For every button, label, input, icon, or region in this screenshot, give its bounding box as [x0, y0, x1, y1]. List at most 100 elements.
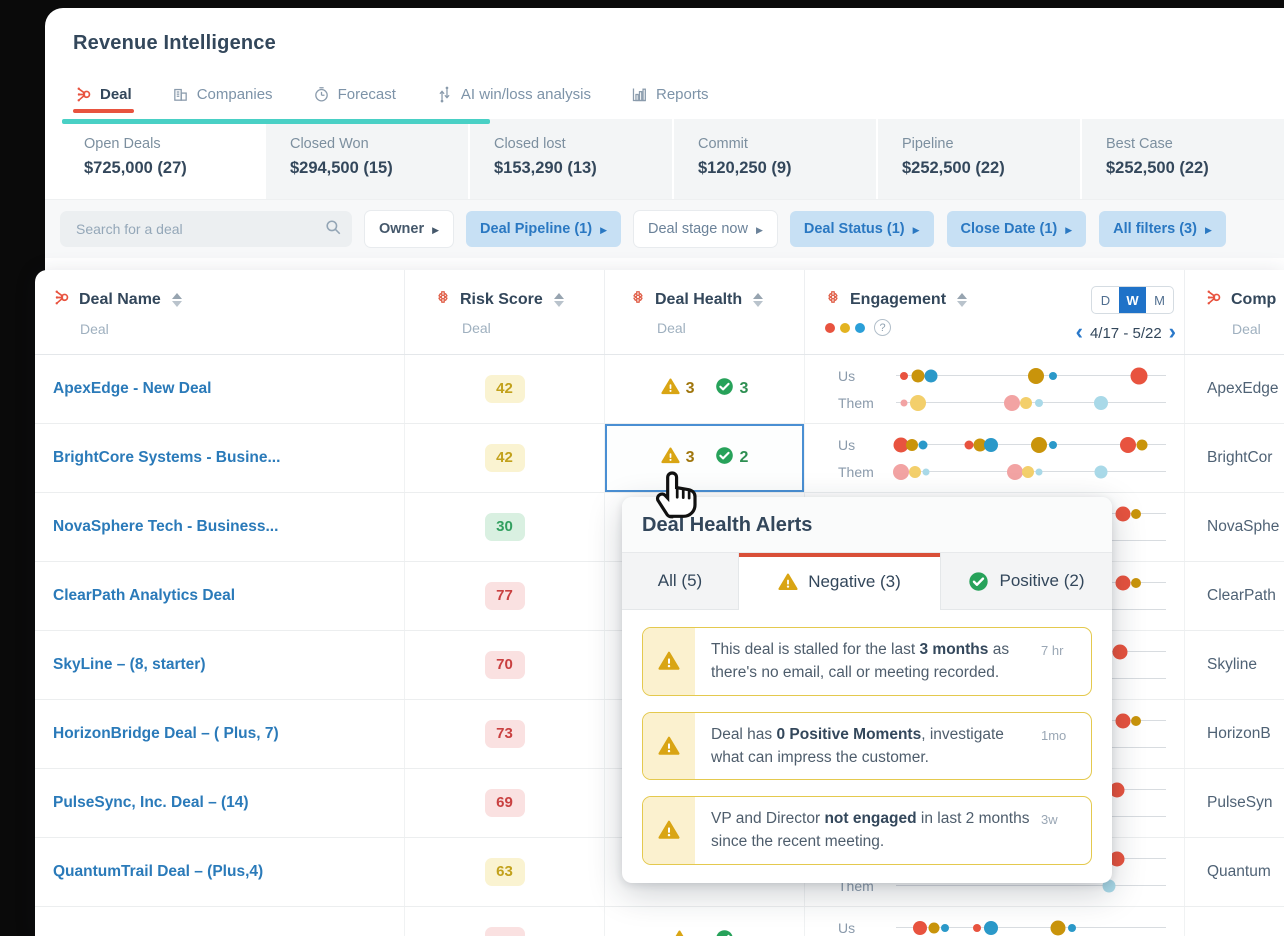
- nav-tab-companies[interactable]: Companies: [172, 86, 273, 117]
- company-cell: PulseSyn: [1185, 769, 1284, 837]
- engagement-line-us: Us: [805, 436, 1184, 454]
- negative-alerts: 3: [660, 377, 695, 401]
- engagement-dot: [900, 399, 908, 406]
- alert-text-segment: in last 2 months since the recent meetin…: [711, 810, 1030, 851]
- card-label: Commit: [697, 136, 748, 152]
- sort-deal-health[interactable]: [753, 292, 764, 307]
- filter-button-label: Deal stage now: [647, 221, 748, 237]
- alert-text-segment: Deal has: [711, 725, 777, 743]
- deal-name-cell: QuantumTrail Deal – (Plus,4): [35, 838, 405, 906]
- summary-card-pipeline[interactable]: Pipeline $252,500 (22): [875, 119, 1080, 199]
- filter-button-deal-pipeline-1-[interactable]: Deal Pipeline (1) ▶: [466, 211, 621, 247]
- risk-score-badge: 73: [484, 720, 525, 748]
- deal-search[interactable]: [60, 211, 352, 247]
- risk-score-cell: 77: [405, 562, 605, 630]
- alert-card[interactable]: Deal has 0 Positive Moments, investigate…: [642, 711, 1092, 780]
- nav-tab-forecast[interactable]: Forecast: [313, 86, 396, 117]
- chevron-right-icon: ▶: [432, 224, 440, 235]
- alert-message: This deal is stalled for the last 3 mont…: [711, 638, 1035, 685]
- deal-name-cell: ClearPath Analytics Deal: [35, 562, 405, 630]
- popup-tab-all-5-[interactable]: All (5): [622, 553, 739, 610]
- alert-text-bold: 3 months: [919, 641, 989, 658]
- summary-card-open-deals[interactable]: Open Deals $725,000 (27): [60, 119, 264, 199]
- nav-tab-reports[interactable]: Reports: [631, 86, 709, 117]
- deal-name-link[interactable]: PulseSync, Inc. Deal – (14): [53, 794, 249, 811]
- deal-name-link[interactable]: NovaSphere Tech - Business...: [53, 518, 279, 535]
- deal-name-link[interactable]: ApexEdge - New Deal: [53, 380, 212, 397]
- deal-health-cell[interactable]: [605, 907, 805, 936]
- prev-period-chevron-icon[interactable]: ‹: [1075, 319, 1083, 344]
- engagement-timeline: [893, 436, 1166, 453]
- engagement-dot: [1115, 575, 1131, 590]
- engagement-timeline: [896, 367, 1166, 384]
- engagement-dot: [906, 438, 919, 451]
- column-subtitle: Deal: [462, 320, 491, 336]
- sort-engagement[interactable]: [957, 292, 968, 307]
- deal-name-link[interactable]: QuantumTrail Deal – (Plus,4): [53, 863, 264, 880]
- hubspot-sprocket-icon: [53, 289, 70, 311]
- filter-button-close-date-1-[interactable]: Close Date (1) ▶: [946, 211, 1087, 247]
- legend-dot-0: [825, 322, 835, 333]
- nav-tab-ai-win-loss-analysis[interactable]: AI win/loss analysis: [436, 86, 591, 117]
- popup-tab-negative-3-[interactable]: Negative (3): [739, 553, 941, 610]
- engagement-line-label: Us: [838, 919, 856, 936]
- summary-card-commit[interactable]: Commit $120,250 (9): [671, 119, 876, 199]
- engagement-dot: [983, 920, 998, 935]
- popup-alert-list: This deal is stalled for the last 3 mont…: [622, 610, 1112, 883]
- engagement-dot: [893, 463, 910, 480]
- engagement-dot: [1050, 920, 1066, 935]
- period-option-m[interactable]: M: [1154, 292, 1165, 308]
- engagement-dot: [1131, 715, 1142, 726]
- nav-tab-deal[interactable]: Deal: [73, 86, 134, 117]
- engagement-dot: [911, 369, 925, 382]
- period-option-w[interactable]: W: [1119, 287, 1146, 313]
- summary-card-best-case[interactable]: Best Case $252,500 (22): [1079, 119, 1284, 199]
- engagement-dot: [1004, 394, 1021, 411]
- sort-risk-score[interactable]: [553, 292, 564, 307]
- date-range-label: 4/17 - 5/22: [1089, 324, 1162, 342]
- deal-name-link[interactable]: SkyLine – (8, starter): [53, 656, 206, 673]
- summary-card-closed-lost[interactable]: Closed lost $153,290 (13): [467, 119, 672, 199]
- column-header-company: Comp Deal: [1185, 270, 1284, 354]
- filter-button-label: Close Date (1): [960, 221, 1058, 237]
- next-period-chevron-icon[interactable]: ›: [1168, 319, 1176, 344]
- filter-button-deal-stage-now[interactable]: Deal stage now ▶: [633, 211, 777, 247]
- chevron-right-icon: ▶: [1065, 224, 1073, 235]
- engagement-dot: [1094, 395, 1109, 410]
- positive-count: 3: [739, 380, 749, 397]
- company-name: BrightCor: [1207, 449, 1273, 466]
- chevron-right-icon: ▶: [600, 224, 607, 235]
- filter-button-label: Owner: [379, 221, 425, 237]
- filter-button-deal-status-1-[interactable]: Deal Status (1) ▶: [789, 211, 934, 247]
- alert-card[interactable]: This deal is stalled for the last 3 mont…: [642, 627, 1092, 696]
- deal-name-link[interactable]: HorizonBridge Deal – ( Plus, 7): [53, 725, 279, 742]
- popup-tab-label: All (5): [657, 571, 703, 590]
- main-nav: Deal Companies Forecast AI win/loss analysi…: [45, 55, 1284, 117]
- deal-name-link[interactable]: BrightCore Systems - Busine...: [53, 449, 281, 466]
- help-icon[interactable]: ?: [874, 319, 891, 336]
- company-name: Quantum: [1207, 863, 1271, 880]
- filter-button-owner[interactable]: Owner ▶: [365, 211, 454, 247]
- alert-card[interactable]: VP and Director not engaged in last 2 mo…: [642, 796, 1092, 865]
- summary-card-closed-won[interactable]: Closed Won $294,500 (15): [263, 119, 468, 199]
- deal-name-link[interactable]: ClearPath Analytics Deal: [53, 587, 236, 604]
- search-input[interactable]: [74, 220, 324, 238]
- period-option-d[interactable]: D: [1100, 292, 1111, 308]
- filter-button-all-filters-3-[interactable]: All filters (3) ▶: [1099, 211, 1226, 247]
- company-cell: ApexEdge: [1185, 355, 1284, 423]
- popup-tabs: All (5) Negative (3) Positive (2): [622, 553, 1112, 610]
- engagement-dot: [1136, 439, 1148, 450]
- popup-tab-positive-2-[interactable]: Positive (2): [941, 553, 1112, 610]
- deal-health-alerts-popup: Deal Health Alerts All (5) Negative (3) Po…: [622, 497, 1112, 883]
- chevron-right-icon: ▶: [1204, 224, 1212, 235]
- engagement-dot: [922, 468, 930, 475]
- table-header: Deal Name Deal Risk Score Deal Deal Heal…: [35, 270, 1284, 355]
- alert-text-segment: as there's no email, call or meeting rec…: [711, 641, 1010, 682]
- engagement-timeline: [896, 920, 1166, 935]
- warning-icon: [778, 572, 798, 592]
- table-row: BrightCore Systems - Busine... 42 3 2 Us Them…: [35, 424, 1284, 493]
- sort-deal-name[interactable]: [171, 293, 182, 307]
